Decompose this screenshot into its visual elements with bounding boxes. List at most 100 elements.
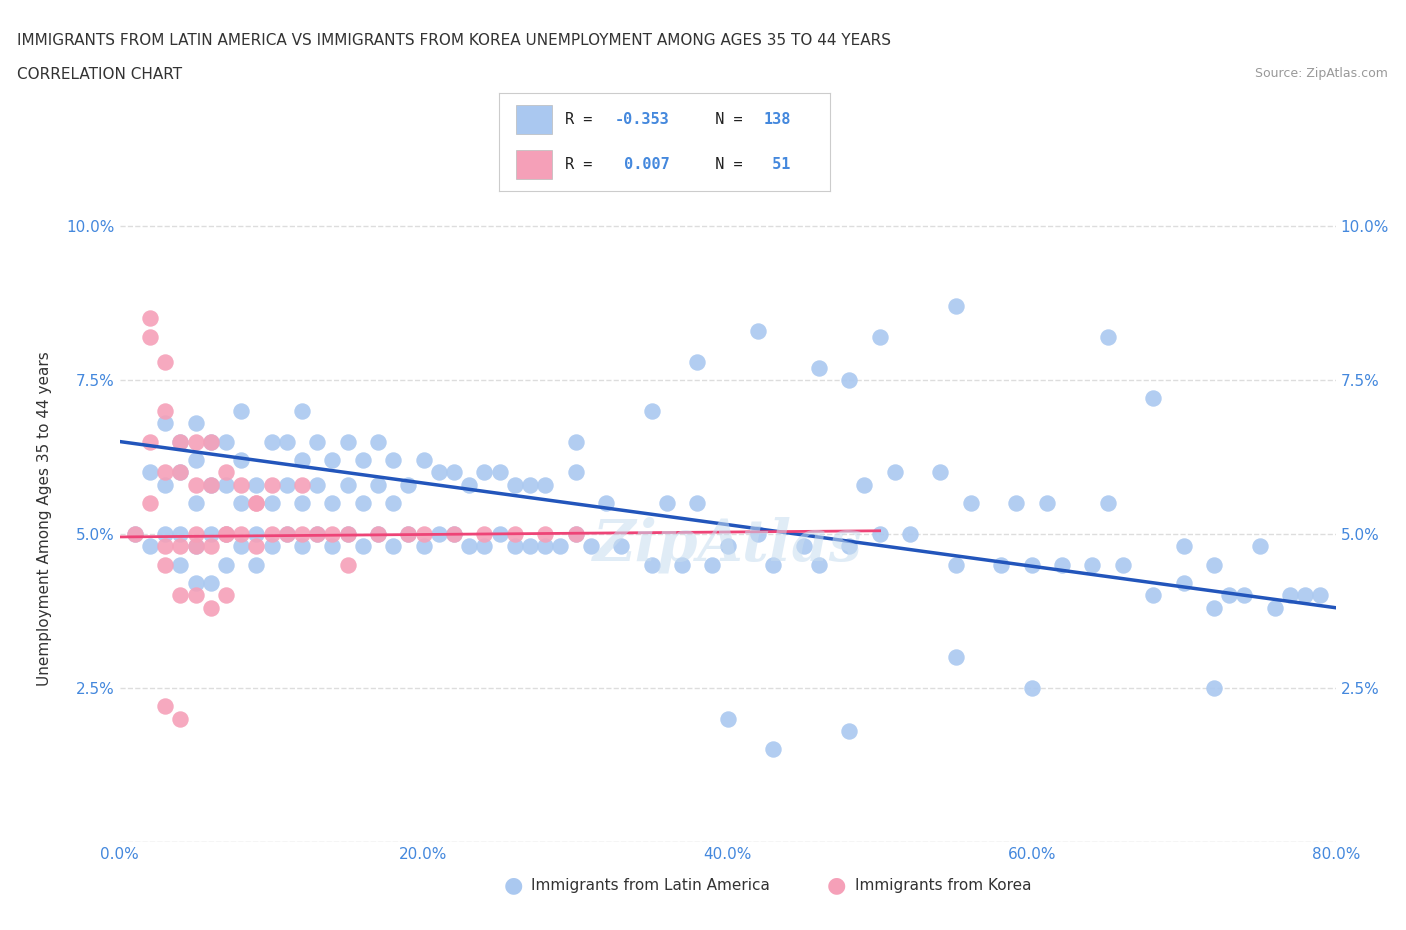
Point <box>519 477 541 492</box>
Point <box>307 526 329 541</box>
Point <box>945 299 967 313</box>
Point <box>184 538 207 553</box>
Point <box>382 496 405 511</box>
FancyBboxPatch shape <box>516 105 553 134</box>
Point <box>382 453 405 468</box>
Point <box>472 465 496 480</box>
Text: N =: N = <box>697 112 752 126</box>
Point <box>869 329 891 344</box>
Point <box>1081 557 1104 572</box>
Point <box>276 434 298 449</box>
Point <box>291 404 314 418</box>
Point <box>1097 329 1119 344</box>
Point <box>747 324 769 339</box>
Point <box>215 557 238 572</box>
Point <box>215 526 238 541</box>
Point <box>1279 588 1302 603</box>
Point <box>153 538 176 553</box>
Point <box>139 311 162 325</box>
Point <box>503 538 526 553</box>
Point <box>260 496 283 511</box>
Point <box>534 538 557 553</box>
Point <box>321 496 343 511</box>
Point <box>1218 588 1240 603</box>
Point <box>231 477 253 492</box>
Point <box>396 526 419 541</box>
Point <box>853 477 876 492</box>
Point <box>534 526 557 541</box>
Point <box>276 477 298 492</box>
Point <box>396 477 419 492</box>
Text: ●: ● <box>827 875 846 896</box>
Point <box>838 724 860 738</box>
Point <box>1204 557 1226 572</box>
Point <box>960 496 983 511</box>
Point <box>1112 557 1135 572</box>
Point <box>1204 600 1226 615</box>
Point <box>427 465 450 480</box>
Point <box>169 711 191 726</box>
Point <box>124 526 146 541</box>
Point <box>200 477 222 492</box>
Point <box>169 538 191 553</box>
Point <box>139 496 162 511</box>
Point <box>260 434 283 449</box>
Point <box>245 526 267 541</box>
Point <box>945 649 967 664</box>
Point <box>640 557 662 572</box>
Point <box>184 588 207 603</box>
Point <box>488 526 510 541</box>
Point <box>1050 557 1073 572</box>
Point <box>169 465 191 480</box>
Point <box>564 526 586 541</box>
Point <box>215 477 238 492</box>
Point <box>153 465 176 480</box>
Point <box>215 465 238 480</box>
Point <box>291 453 314 468</box>
Point <box>200 477 222 492</box>
Point <box>169 557 191 572</box>
Text: CORRELATION CHART: CORRELATION CHART <box>17 67 181 82</box>
Point <box>367 526 389 541</box>
Point <box>717 538 740 553</box>
Text: N =: N = <box>697 157 752 172</box>
Text: -0.353: -0.353 <box>614 112 669 126</box>
Point <box>564 526 586 541</box>
Point <box>427 526 450 541</box>
Point <box>200 600 222 615</box>
Point <box>717 711 740 726</box>
Point <box>1036 496 1059 511</box>
Text: 138: 138 <box>763 112 790 126</box>
Point <box>200 434 222 449</box>
Point <box>231 538 253 553</box>
Point <box>169 526 191 541</box>
Point <box>336 526 359 541</box>
Point <box>352 538 374 553</box>
Point <box>336 477 359 492</box>
Point <box>443 465 465 480</box>
Point <box>1005 496 1028 511</box>
Text: R =: R = <box>565 157 602 172</box>
Point <box>1142 391 1164 405</box>
Point <box>807 557 830 572</box>
Point <box>443 526 465 541</box>
Point <box>231 453 253 468</box>
Point <box>184 538 207 553</box>
Point <box>200 576 222 591</box>
Point <box>124 526 146 541</box>
Point <box>276 526 298 541</box>
Text: ●: ● <box>503 875 523 896</box>
Point <box>231 526 253 541</box>
Point <box>579 538 602 553</box>
Point <box>291 526 314 541</box>
Point <box>153 557 176 572</box>
Text: 51: 51 <box>763 157 790 172</box>
Point <box>139 465 162 480</box>
Text: R =: R = <box>565 112 602 126</box>
Point <box>215 434 238 449</box>
Point <box>869 526 891 541</box>
Point <box>153 477 176 492</box>
Point <box>245 496 267 511</box>
Point <box>1294 588 1316 603</box>
Point <box>1173 538 1195 553</box>
